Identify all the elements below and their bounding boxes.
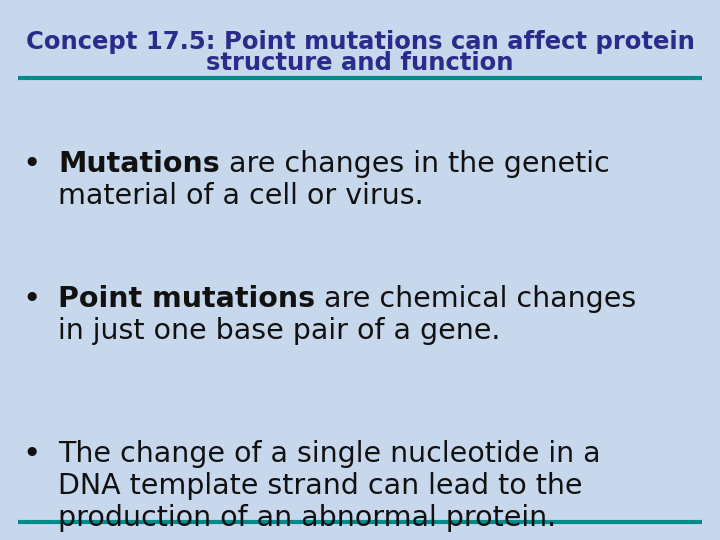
Text: structure and function: structure and function bbox=[206, 51, 514, 75]
Text: in just one base pair of a gene.: in just one base pair of a gene. bbox=[58, 317, 500, 345]
Text: •: • bbox=[23, 440, 41, 469]
Text: The change of a single nucleotide in a: The change of a single nucleotide in a bbox=[58, 440, 600, 468]
Text: •: • bbox=[23, 150, 41, 179]
Text: are chemical changes: are chemical changes bbox=[315, 285, 636, 313]
Text: are changes in the genetic: are changes in the genetic bbox=[220, 150, 610, 178]
Text: Concept 17.5: Point mutations can affect protein: Concept 17.5: Point mutations can affect… bbox=[26, 30, 694, 54]
Text: DNA template strand can lead to the: DNA template strand can lead to the bbox=[58, 472, 582, 500]
Text: •: • bbox=[23, 285, 41, 314]
Text: production of an abnormal protein.: production of an abnormal protein. bbox=[58, 503, 557, 531]
Text: Mutations: Mutations bbox=[58, 150, 220, 178]
Text: Point mutations: Point mutations bbox=[58, 285, 315, 313]
Text: material of a cell or virus.: material of a cell or virus. bbox=[58, 182, 424, 210]
